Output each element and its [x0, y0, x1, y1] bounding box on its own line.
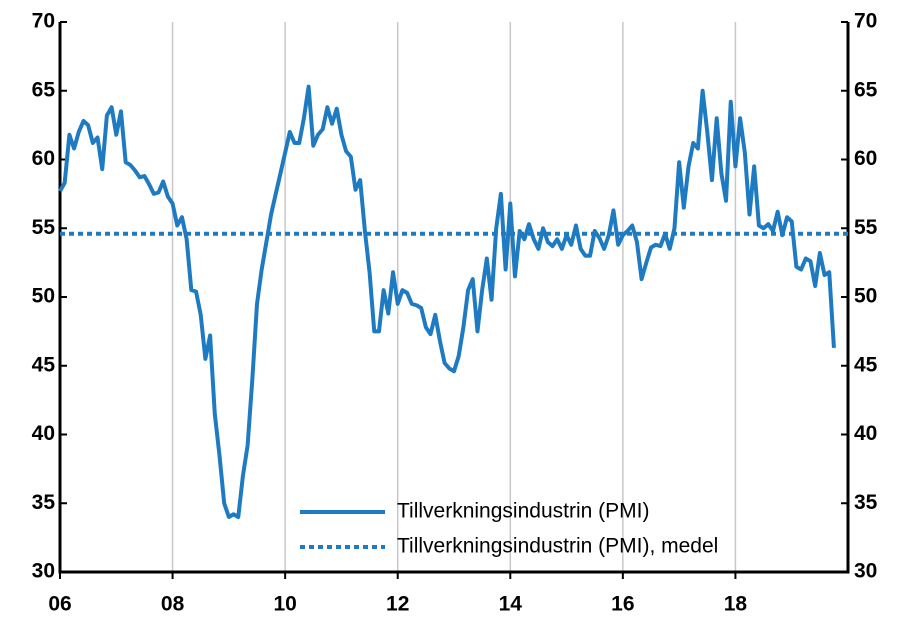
- y-tick-label: 55: [32, 216, 56, 239]
- x-tick-label: 14: [499, 593, 523, 616]
- y-tick-label: 65: [32, 78, 56, 101]
- y-tick-label: 30: [32, 560, 55, 583]
- legend-label: Tillverkningsindustrin (PMI): [397, 500, 649, 523]
- y2-tick-label: 40: [854, 422, 877, 445]
- x-tick-label: 16: [611, 593, 634, 616]
- y-tick-label: 60: [32, 147, 55, 170]
- x-tick-label: 18: [724, 593, 748, 616]
- y2-tick-label: 55: [854, 216, 878, 239]
- y-tick-label: 35: [32, 491, 56, 514]
- y2-tick-label: 35: [854, 491, 878, 514]
- y2-tick-label: 45: [854, 353, 878, 376]
- legend-label: Tillverkningsindustrin (PMI), medel: [397, 535, 718, 558]
- y2-tick-label: 70: [854, 10, 877, 33]
- y2-tick-label: 65: [854, 78, 878, 101]
- y-tick-label: 50: [32, 285, 55, 308]
- y2-tick-label: 60: [854, 147, 877, 170]
- y2-tick-label: 50: [854, 285, 877, 308]
- y-tick-label: 70: [32, 10, 55, 33]
- x-tick-label: 12: [386, 593, 409, 616]
- y2-tick-label: 30: [854, 560, 877, 583]
- x-tick-label: 10: [273, 593, 296, 616]
- y-tick-label: 40: [32, 422, 55, 445]
- x-tick-label: 06: [48, 593, 71, 616]
- data-line: [58, 84, 836, 519]
- y-tick-label: 45: [32, 353, 56, 376]
- x-tick-label: 08: [161, 593, 185, 616]
